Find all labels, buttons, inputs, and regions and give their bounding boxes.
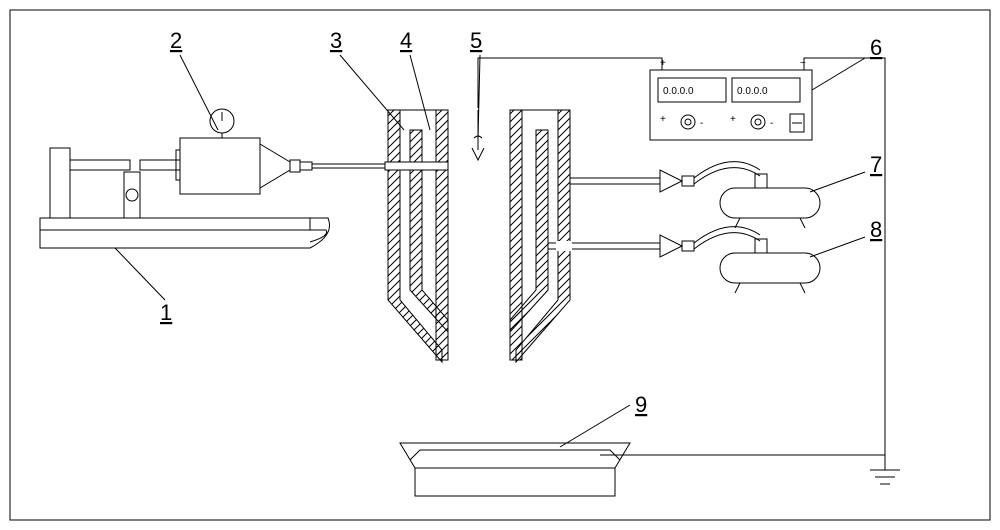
leaders [115,55,865,447]
injector-assembly [50,109,388,218]
nozzle-assembly [385,110,570,362]
svg-text:+: + [660,114,666,125]
platform [40,218,330,248]
display-left: 0.0.0.0 [663,86,694,97]
svg-text:+: + [730,114,736,125]
label-4: 4 [400,28,412,53]
gas-tank-lower [548,227,820,293]
label-9: 9 [635,392,647,417]
svg-text:-: - [700,118,703,129]
plus-terminal: + [660,58,666,69]
display-right: 0.0.0.0 [737,86,768,97]
label-6: 6 [870,35,882,60]
label-7: 7 [870,152,882,177]
power-supply: 0.0.0.0 0.0.0.0 + − + - + - [650,58,812,140]
label-1: 1 [160,300,172,325]
label-8: 8 [870,217,882,242]
gas-tank-upper [570,162,820,228]
label-2: 2 [170,28,182,53]
label-5: 5 [470,28,482,53]
svg-text:-: - [770,118,773,129]
collector [400,443,630,496]
apparatus-schematic: 0.0.0.0 0.0.0.0 + − + - + - [0,0,1000,530]
label-3: 3 [330,28,342,53]
minus-terminal: − [800,58,806,69]
